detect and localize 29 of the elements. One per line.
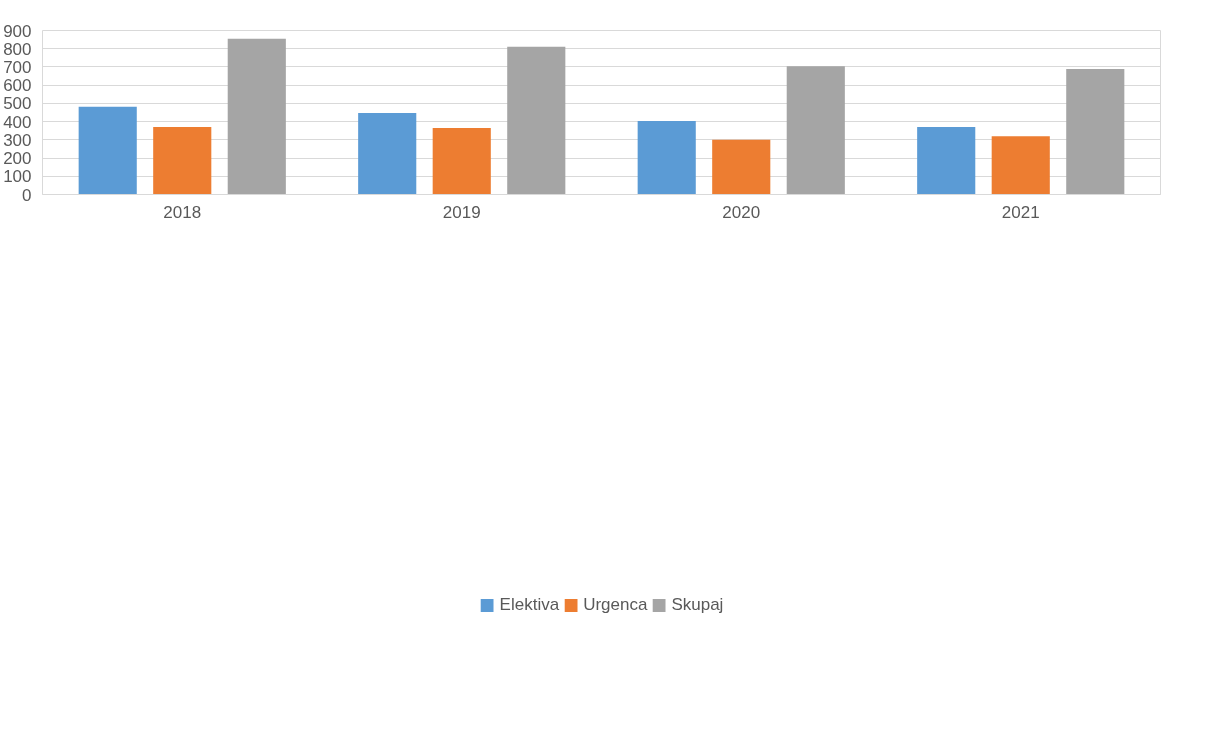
bar — [991, 136, 1050, 195]
x-tick-label: 2019 — [442, 202, 481, 222]
x-tick-label: 2018 — [163, 202, 202, 222]
y-tick-label: 400 — [3, 112, 32, 132]
bar — [637, 121, 696, 195]
bar — [786, 66, 845, 195]
bar — [227, 38, 286, 195]
bar — [917, 127, 976, 195]
x-tick-label: 2021 — [1001, 202, 1040, 222]
bar — [1066, 68, 1125, 195]
y-tick-label: 500 — [3, 94, 32, 114]
bar — [432, 127, 491, 195]
y-tick-label: 900 — [3, 21, 32, 41]
y-tick-label: 800 — [3, 39, 32, 59]
bar — [507, 46, 566, 195]
x-tick-label: 2020 — [722, 202, 761, 222]
bar — [78, 106, 137, 195]
y-tick-label: 700 — [3, 57, 32, 77]
y-tick-label: 100 — [3, 167, 32, 187]
y-tick-label: 0 — [22, 185, 32, 205]
y-tick-label: 300 — [3, 130, 32, 150]
legend-label: Elektiva — [499, 595, 560, 615]
legend-label: Skupaj — [671, 595, 724, 615]
y-tick-label: 600 — [3, 76, 32, 96]
legend-label: Urgenca — [583, 595, 648, 615]
bar — [153, 126, 212, 195]
y-tick-label: 200 — [3, 149, 32, 169]
bar — [358, 113, 417, 195]
bar — [712, 139, 771, 195]
